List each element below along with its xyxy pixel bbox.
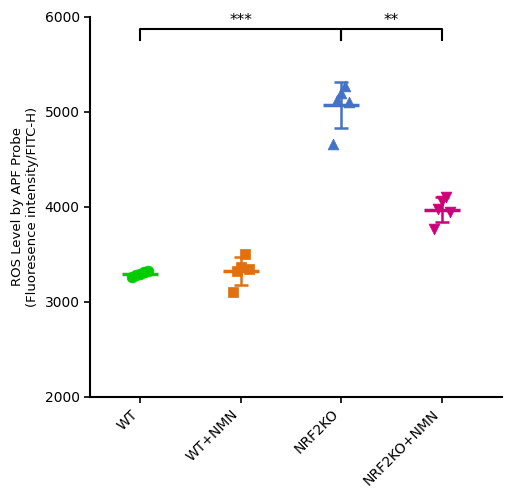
Point [141,268,149,276]
Point [345,98,353,106]
Point [341,82,349,90]
Point [233,267,241,275]
Point [329,140,338,148]
Point [245,265,253,273]
Point [446,209,454,217]
Text: **: ** [384,13,399,28]
Point [337,89,345,97]
Point [433,205,442,213]
Point [144,267,152,275]
Point [132,270,141,278]
Point [438,197,446,205]
Point [333,96,341,104]
Point [128,273,136,281]
Y-axis label: ROS Level by APF Probe
(Fluoresence intensity/FITC-H): ROS Level by APF Probe (Fluoresence inte… [11,107,39,307]
Point [136,269,145,277]
Point [229,288,237,296]
Point [236,263,245,271]
Point [429,226,438,234]
Point [241,250,249,258]
Point [442,193,450,201]
Text: ***: *** [229,13,252,28]
